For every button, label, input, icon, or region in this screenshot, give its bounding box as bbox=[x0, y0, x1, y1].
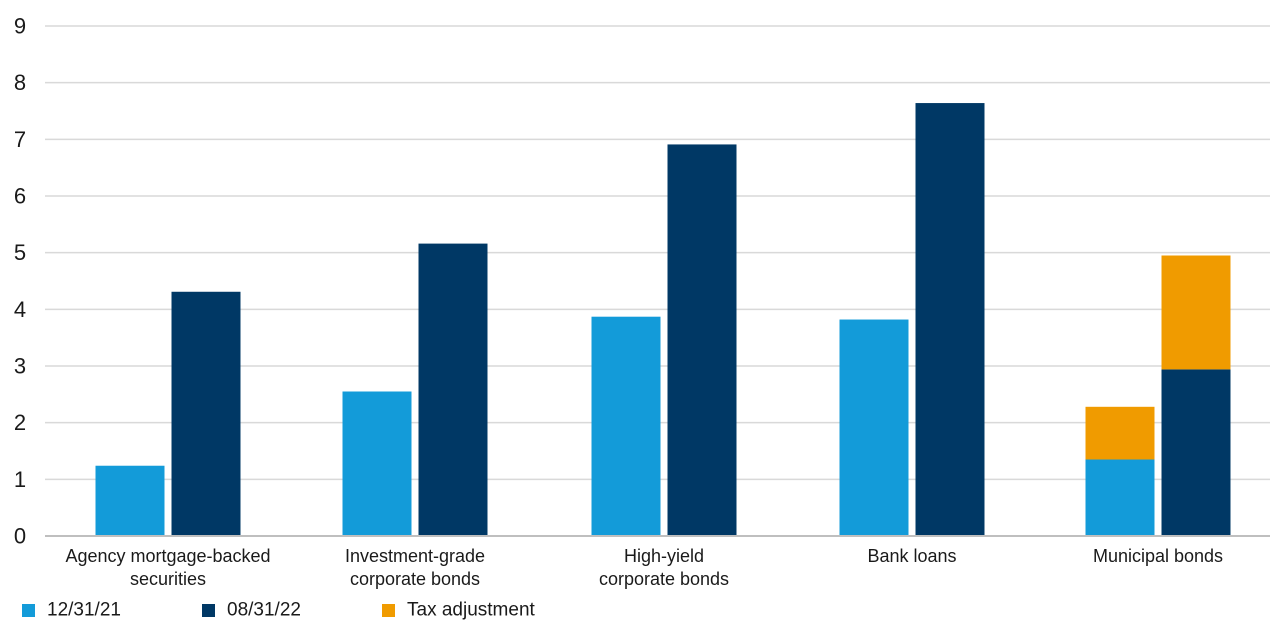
bar-aug-2022-3 bbox=[915, 103, 985, 537]
category-label-2-line-0: High-yield bbox=[624, 546, 704, 566]
y-tick-label-3: 3 bbox=[14, 354, 26, 379]
bar-dec-2021-4 bbox=[1085, 459, 1155, 536]
legend-swatch-0 bbox=[22, 604, 35, 617]
y-tick-label-8: 8 bbox=[14, 70, 26, 95]
legend-label-2: Tax adjustment bbox=[407, 600, 536, 621]
bar-dec-2021-3 bbox=[839, 319, 909, 536]
legend-label-0: 12/31/21 bbox=[47, 600, 121, 621]
bar-dec-2021-0 bbox=[95, 465, 165, 536]
bar-dec-2021-2 bbox=[591, 316, 661, 536]
bar-dec-2021-1 bbox=[342, 391, 412, 536]
y-tick-label-9: 9 bbox=[14, 14, 26, 39]
bar-tax-adjustment-dec-2021-4 bbox=[1085, 406, 1155, 460]
category-label-3-line-0: Bank loans bbox=[867, 546, 956, 566]
legend-swatch-1 bbox=[202, 604, 215, 617]
category-labels: Agency mortgage-backed securities Investme… bbox=[65, 546, 1223, 589]
y-tick-label-7: 7 bbox=[14, 127, 26, 152]
category-label-1-line-0: Investment-grade bbox=[345, 546, 485, 566]
category-label-2-line-1: corporate bonds bbox=[599, 569, 729, 589]
y-tick-label-1: 1 bbox=[14, 467, 26, 492]
bar-aug-2022-0 bbox=[171, 291, 241, 536]
bar-aug-2022-1 bbox=[418, 243, 488, 536]
category-label-0-line-0: Agency mortgage-backed bbox=[65, 546, 270, 566]
y-axis-tick-labels: 0 1 2 3 4 5 6 7 8 9 bbox=[14, 14, 26, 549]
bar-tax-adjustment-aug-2022-4 bbox=[1161, 255, 1231, 370]
category-label-4-line-0: Municipal bonds bbox=[1093, 546, 1223, 566]
bar-aug-2022-4 bbox=[1161, 369, 1231, 536]
legend-swatch-2 bbox=[382, 604, 395, 617]
y-tick-label-0: 0 bbox=[14, 524, 26, 549]
category-label-1-line-1: corporate bonds bbox=[350, 569, 480, 589]
y-tick-label-5: 5 bbox=[14, 240, 26, 265]
gridlines bbox=[45, 25, 1270, 481]
legend-label-1: 08/31/22 bbox=[227, 600, 301, 621]
y-tick-label-4: 4 bbox=[14, 297, 26, 322]
bar-aug-2022-2 bbox=[667, 144, 737, 536]
y-tick-label-2: 2 bbox=[14, 410, 26, 435]
category-label-0-line-1: securities bbox=[130, 569, 206, 589]
legend: 12/31/21 08/31/22 Tax adjustment bbox=[22, 600, 536, 621]
y-tick-label-6: 6 bbox=[14, 184, 26, 209]
bars bbox=[95, 103, 1231, 537]
